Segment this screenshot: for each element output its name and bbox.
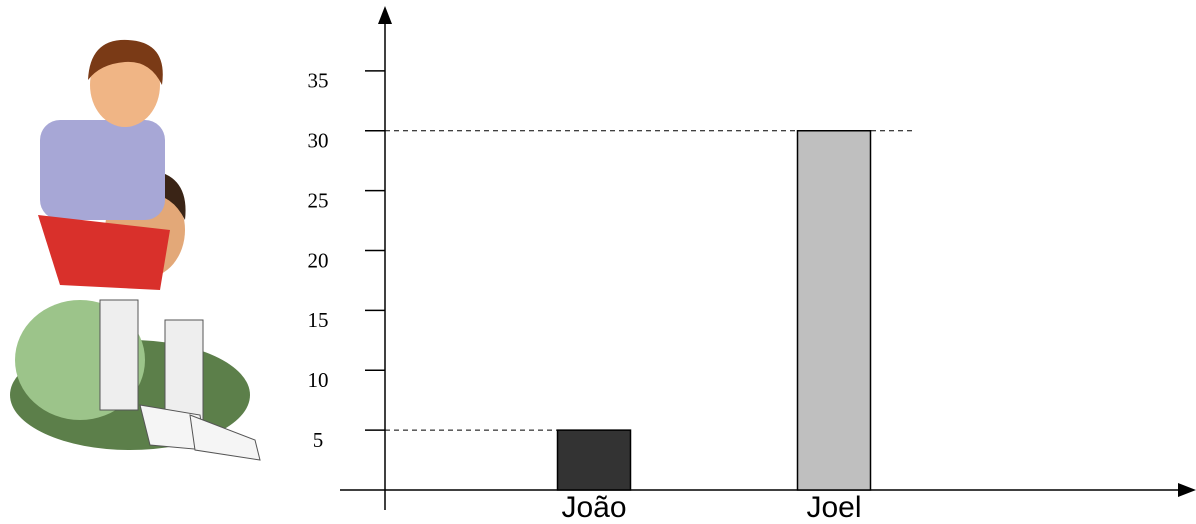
y-tick-label: 5 [313,428,324,452]
child-shirt [40,120,165,220]
child-shoe-right [189,414,261,461]
child-shorts [38,215,170,290]
y-tick-label: 20 [308,248,329,272]
y-tick-label: 30 [308,129,329,153]
child-sock-left [99,299,139,411]
child-sock-right [164,319,204,421]
y-tick-label: 10 [308,368,329,392]
y-axis-arrow [378,6,392,24]
child-hair [88,39,163,85]
clipart [10,39,261,461]
y-tick-label: 15 [308,308,329,332]
x-axis-arrow [1178,483,1196,497]
bar [556,429,632,491]
x-tick-label: João [561,491,626,524]
y-tick-label: 25 [308,188,329,212]
bar [796,130,872,491]
y-tick-label: 35 [308,69,329,93]
x-tick-label: Joel [806,491,861,524]
